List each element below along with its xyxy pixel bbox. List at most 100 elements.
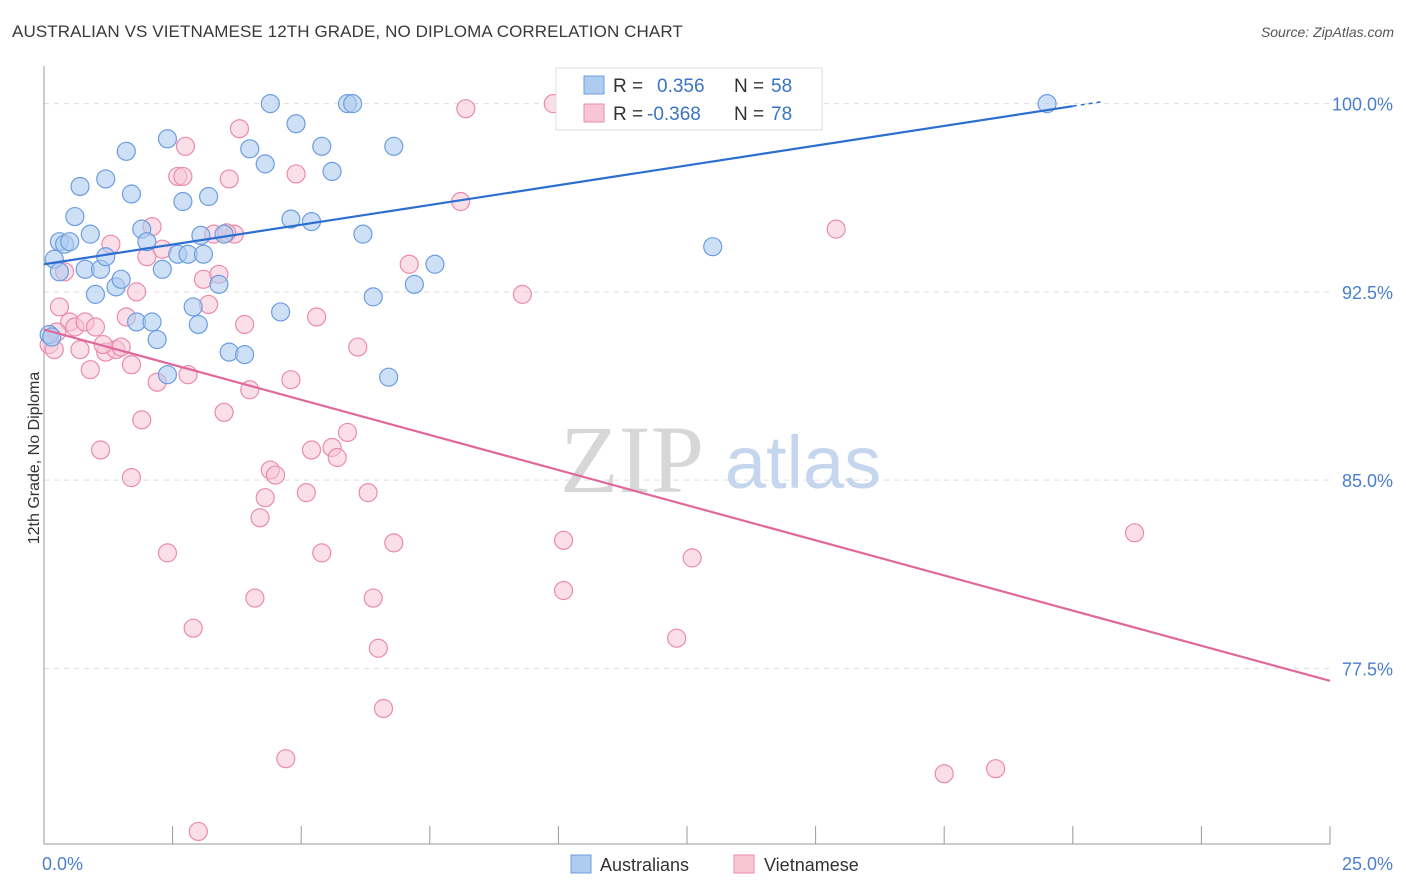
axes xyxy=(43,66,1331,845)
australians-point xyxy=(111,269,131,289)
stats-swatch-vietnamese xyxy=(583,103,605,123)
y-axis-label: 12th Grade, No Diploma xyxy=(26,372,43,545)
australians-point xyxy=(121,184,142,204)
vietnamese-point xyxy=(175,136,196,156)
australians-point xyxy=(286,114,306,134)
australians-point xyxy=(80,224,100,244)
vietnamese-point xyxy=(80,360,100,380)
australians-point xyxy=(384,136,404,156)
watermark-atlas: atlas xyxy=(725,421,881,504)
vietnamese-point xyxy=(553,530,574,550)
vietnamese-point xyxy=(1124,523,1145,543)
australians-point xyxy=(703,237,723,257)
trend-lines xyxy=(43,100,1331,682)
australians-point xyxy=(363,287,383,307)
australians-point xyxy=(152,259,172,279)
vietnamese-point xyxy=(358,483,378,503)
vietnamese-point xyxy=(85,317,106,337)
vietnamese-point xyxy=(214,402,234,422)
australians-point xyxy=(240,139,260,159)
australians-point xyxy=(70,176,90,197)
stats-legend: R = 0.356 N = 58 R = -0.368 N = 78 xyxy=(555,67,823,131)
australians-point xyxy=(209,274,229,294)
australians-point xyxy=(271,302,291,322)
vietnamese-point xyxy=(49,297,70,317)
australians-point xyxy=(312,136,332,156)
y-tick-label: 77.5% xyxy=(1342,659,1393,679)
australians-trend-line xyxy=(43,105,1073,266)
vietnamese-point xyxy=(312,543,332,563)
australians-point xyxy=(404,274,424,294)
stats-r-value-australians: 0.356 xyxy=(657,76,705,97)
vietnamese-point xyxy=(512,284,532,304)
legend-label-vietnamese: Vietnamese xyxy=(764,855,859,875)
australians-point xyxy=(199,186,219,207)
australians-point xyxy=(173,191,193,212)
vietnamese-point xyxy=(348,337,368,357)
vietnamese-point xyxy=(219,169,239,189)
vietnamese-point xyxy=(173,166,193,187)
vietnamese-point xyxy=(307,307,327,327)
vietnamese-point xyxy=(276,749,296,769)
stats-n-label-australians: N = xyxy=(734,76,764,97)
vietnamese-point xyxy=(399,254,419,274)
vietnamese-point xyxy=(826,219,846,239)
australians-point xyxy=(49,262,70,282)
australians-point xyxy=(343,94,363,114)
vietnamese-point xyxy=(682,548,702,568)
australians-point xyxy=(188,314,208,335)
x-tick-label: 25.0% xyxy=(1342,854,1393,874)
vietnamese-point xyxy=(363,588,383,608)
legend-swatch-australians xyxy=(570,854,592,874)
vietnamese-point xyxy=(229,119,250,139)
vietnamese-point xyxy=(255,488,275,508)
australians-point xyxy=(142,312,162,332)
australians-point xyxy=(60,232,80,252)
vietnamese-point xyxy=(132,410,152,430)
stats-r-label-australians: R = xyxy=(613,76,643,97)
vietnamese-point xyxy=(384,533,404,553)
vietnamese-point xyxy=(183,618,203,638)
series-legend: Australians Vietnamese xyxy=(570,854,859,875)
australians-point xyxy=(85,284,106,304)
vietnamese-point xyxy=(286,164,306,184)
australians-point xyxy=(137,232,157,252)
australians-point xyxy=(65,206,85,227)
australians-point xyxy=(425,254,445,274)
australians-point xyxy=(322,161,342,182)
watermark-zip: ZIP xyxy=(560,406,704,513)
y-tick-label: 85.0% xyxy=(1342,471,1393,491)
stats-r-value-vietnamese: -0.368 xyxy=(647,104,701,125)
vietnamese-point xyxy=(934,764,954,784)
stats-n-value-australians: 58 xyxy=(771,76,792,97)
vietnamese-trend-line xyxy=(43,328,1331,682)
australians-point xyxy=(193,244,214,264)
vietnamese-point xyxy=(70,339,90,360)
vietnamese-point xyxy=(126,282,147,302)
vietnamese-point xyxy=(121,467,142,488)
australians-point xyxy=(116,141,136,161)
grid-lines xyxy=(44,103,1330,669)
chart-title: AUSTRALIAN VS VIETNAMESE 12TH GRADE, NO … xyxy=(12,22,683,41)
vietnamese-point xyxy=(250,508,270,528)
vietnamese-point xyxy=(90,440,111,460)
vietnamese-point xyxy=(265,465,286,485)
vietnamese-point xyxy=(986,759,1006,779)
stats-r-label-vietnamese: R = xyxy=(613,104,643,125)
vietnamese-point xyxy=(456,99,476,119)
australians-point xyxy=(281,209,301,229)
australians-point xyxy=(147,329,167,350)
vietnamese-point xyxy=(373,698,394,719)
australians-point xyxy=(353,224,373,244)
australians-point xyxy=(255,154,275,174)
vietnamese-point xyxy=(121,355,142,375)
vietnamese-point xyxy=(281,370,301,390)
australians-point xyxy=(260,94,280,114)
stats-n-value-vietnamese: 78 xyxy=(771,104,792,125)
australians-point xyxy=(183,297,203,317)
vietnamese-point xyxy=(368,638,388,658)
vietnamese-point xyxy=(157,543,178,563)
vietnamese-point xyxy=(327,447,347,468)
australians-points xyxy=(39,94,1057,387)
